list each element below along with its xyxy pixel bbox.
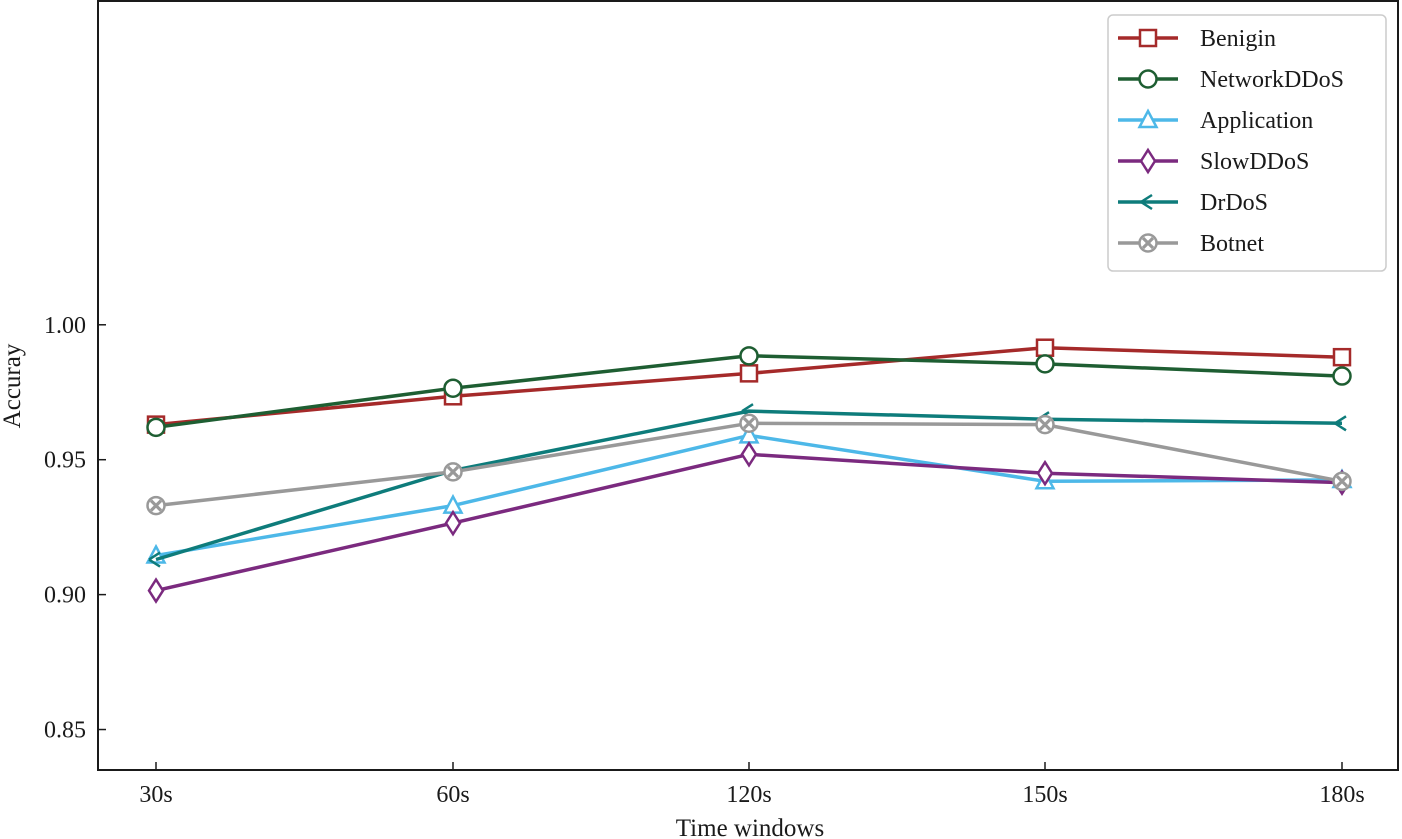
legend-label: NetworkDDoS bbox=[1200, 67, 1344, 93]
legend-label: DrDoS bbox=[1200, 190, 1268, 216]
x-tick-label: 150s bbox=[1022, 782, 1067, 808]
y-tick-label: 0.90 bbox=[44, 583, 86, 609]
data-point bbox=[1036, 459, 1054, 487]
data-point bbox=[1332, 366, 1352, 386]
legend-entry: Benigin bbox=[1118, 26, 1276, 52]
x-tick-label: 60s bbox=[436, 782, 469, 808]
legend-label: Botnet bbox=[1200, 231, 1264, 257]
legend-marker bbox=[1138, 28, 1158, 48]
legend: Benigin NetworkDDoS Application SlowDDoS DrD… bbox=[1107, 14, 1387, 272]
data-point bbox=[1332, 347, 1352, 367]
data-point bbox=[739, 413, 759, 434]
y-tick-label: 0.85 bbox=[44, 718, 86, 744]
legend-label: SlowDDoS bbox=[1200, 149, 1309, 175]
x-tick-label: 30s bbox=[139, 782, 172, 808]
legend-entry: SlowDDoS bbox=[1118, 147, 1309, 175]
legend-entry: DrDoS bbox=[1118, 190, 1268, 216]
series-botnet bbox=[146, 413, 1352, 516]
y-axis-ticks: 0.85 0.90 0.95 1.00 bbox=[44, 313, 106, 744]
y-tick-label: 1.00 bbox=[44, 313, 86, 339]
data-point bbox=[444, 509, 462, 537]
legend-label: Benigin bbox=[1200, 26, 1276, 52]
y-axis-label: Accuray bbox=[0, 343, 26, 428]
data-point bbox=[1035, 338, 1055, 357]
data-point bbox=[739, 346, 759, 366]
data-point bbox=[443, 378, 463, 398]
data-point bbox=[443, 462, 463, 482]
legend-label: Application bbox=[1200, 108, 1313, 134]
data-point bbox=[147, 577, 165, 604]
data-point bbox=[739, 364, 759, 383]
data-point bbox=[148, 551, 161, 568]
legend-marker bbox=[1137, 108, 1159, 129]
legend-marker bbox=[1138, 233, 1158, 253]
x-tick-label: 180s bbox=[1319, 782, 1364, 808]
series-benigin bbox=[146, 338, 1352, 434]
data-point bbox=[740, 440, 758, 468]
data-point bbox=[146, 417, 166, 438]
data-point bbox=[1332, 471, 1352, 492]
legend-marker bbox=[1139, 147, 1157, 175]
series-line bbox=[155, 452, 1343, 593]
y-tick-label: 0.95 bbox=[44, 448, 86, 474]
legend-entry: Application bbox=[1118, 108, 1313, 134]
x-axis-label: Time windows bbox=[676, 815, 824, 839]
x-tick-label: 120s bbox=[726, 782, 771, 808]
data-point bbox=[1035, 414, 1055, 435]
plot-marks bbox=[145, 338, 1353, 604]
legend-marker bbox=[1138, 69, 1158, 89]
series-networkddos bbox=[146, 346, 1352, 438]
legend-entry: Botnet bbox=[1118, 231, 1264, 257]
legend-marker bbox=[1140, 193, 1153, 211]
data-point bbox=[1334, 415, 1347, 432]
data-point bbox=[146, 495, 166, 516]
series-line bbox=[155, 409, 1343, 562]
plot-frame bbox=[97, 0, 1399, 771]
x-axis-ticks: 30s 60s 120s 150s 180s bbox=[139, 762, 1365, 808]
series-slowddos bbox=[147, 440, 1351, 604]
data-point bbox=[1035, 354, 1055, 374]
legend-entry: NetworkDDoS bbox=[1118, 67, 1344, 93]
